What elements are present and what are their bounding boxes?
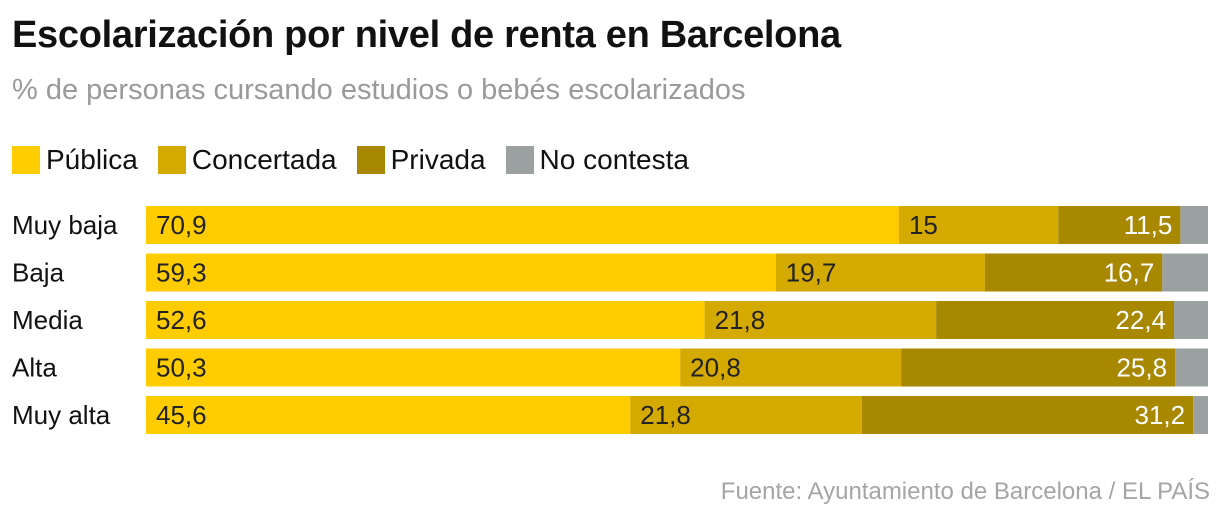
data-label-publica-muy-alta: 45,6: [156, 400, 207, 430]
bar-privada-baja: [984, 253, 1163, 292]
bar-privada-muy-baja: [1058, 206, 1181, 244]
chart-title: Escolarización por nivel de renta en Bar…: [12, 14, 841, 56]
bar-privada-muy-alta: [861, 396, 1194, 434]
bar-no-contesta-muy-baja: [1180, 206, 1208, 244]
data-label-concertada-muy-baja: 15: [909, 210, 938, 240]
legend-swatch-concertada: [157, 146, 186, 174]
bar-privada-media: [936, 301, 1175, 339]
category-label-baja: Baja: [12, 258, 65, 288]
legend-item-concertada: Concertada: [157, 144, 337, 176]
legend-item-publica: Pública: [12, 144, 138, 176]
stacked-bar-chart: Muy baja 70,9 15 11,5 Baja 59,3 19,7 16,7 Media 5…: [12, 206, 1208, 434]
bar-concertada-muy-alta: [630, 396, 862, 434]
data-label-publica-muy-baja: 70,9: [156, 210, 207, 240]
legend-swatch-publica: [12, 146, 40, 174]
legend-label-no-contesta: No contesta: [539, 144, 689, 175]
legend-swatch-no-contesta: [505, 146, 534, 174]
bar-publica-muy-baja: [146, 206, 899, 244]
data-label-privada-alta: 25,8: [1116, 353, 1167, 383]
bar-publica-muy-alta: [146, 396, 631, 434]
category-label-muy-alta: Muy alta: [12, 400, 111, 430]
data-label-privada-media: 22,4: [1115, 305, 1166, 335]
bar-concertada-baja: [775, 253, 985, 292]
category-label-media: Media: [12, 305, 83, 335]
bar-concertada-muy-baja: [898, 206, 1059, 244]
bar-no-contesta-muy-alta: [1193, 396, 1208, 434]
bar-publica-media: [146, 301, 705, 339]
bar-no-contesta-media: [1174, 301, 1208, 339]
legend: Pública Concertada Privada No contesta: [12, 144, 709, 176]
legend-item-privada: Privada: [356, 144, 486, 176]
bar-privada-alta: [901, 348, 1176, 387]
bar-no-contesta-baja: [1162, 253, 1208, 292]
bar-concertada-alta: [680, 348, 902, 387]
data-label-concertada-baja: 19,7: [786, 258, 837, 288]
legend-label-publica: Pública: [46, 144, 138, 175]
chart-subtitle: % de personas cursando estudios o bebés …: [12, 74, 746, 106]
data-label-concertada-alta: 20,8: [690, 353, 741, 383]
data-label-publica-media: 52,6: [156, 305, 207, 335]
data-label-concertada-muy-alta: 21,8: [640, 400, 691, 430]
data-label-privada-muy-baja: 11,5: [1124, 210, 1173, 240]
data-label-publica-baja: 59,3: [156, 258, 207, 288]
legend-swatch-privada: [356, 146, 385, 174]
data-label-privada-muy-alta: 31,2: [1135, 400, 1186, 430]
bar-publica-baja: [146, 253, 776, 292]
category-label-muy-baja: Muy baja: [12, 210, 118, 240]
source-note: Fuente: Ayuntamiento de Barcelona / EL P…: [720, 478, 1210, 505]
data-label-publica-alta: 50,3: [156, 353, 207, 383]
bar-no-contesta-alta: [1175, 348, 1208, 387]
bar-concertada-media: [704, 301, 937, 339]
data-label-concertada-media: 21,8: [715, 305, 766, 335]
legend-item-no-contesta: No contesta: [505, 144, 689, 176]
data-label-privada-baja: 16,7: [1104, 258, 1155, 288]
bar-publica-alta: [146, 348, 681, 387]
legend-label-concertada: Concertada: [191, 144, 337, 175]
legend-label-privada: Privada: [390, 144, 486, 175]
category-label-alta: Alta: [12, 353, 57, 383]
